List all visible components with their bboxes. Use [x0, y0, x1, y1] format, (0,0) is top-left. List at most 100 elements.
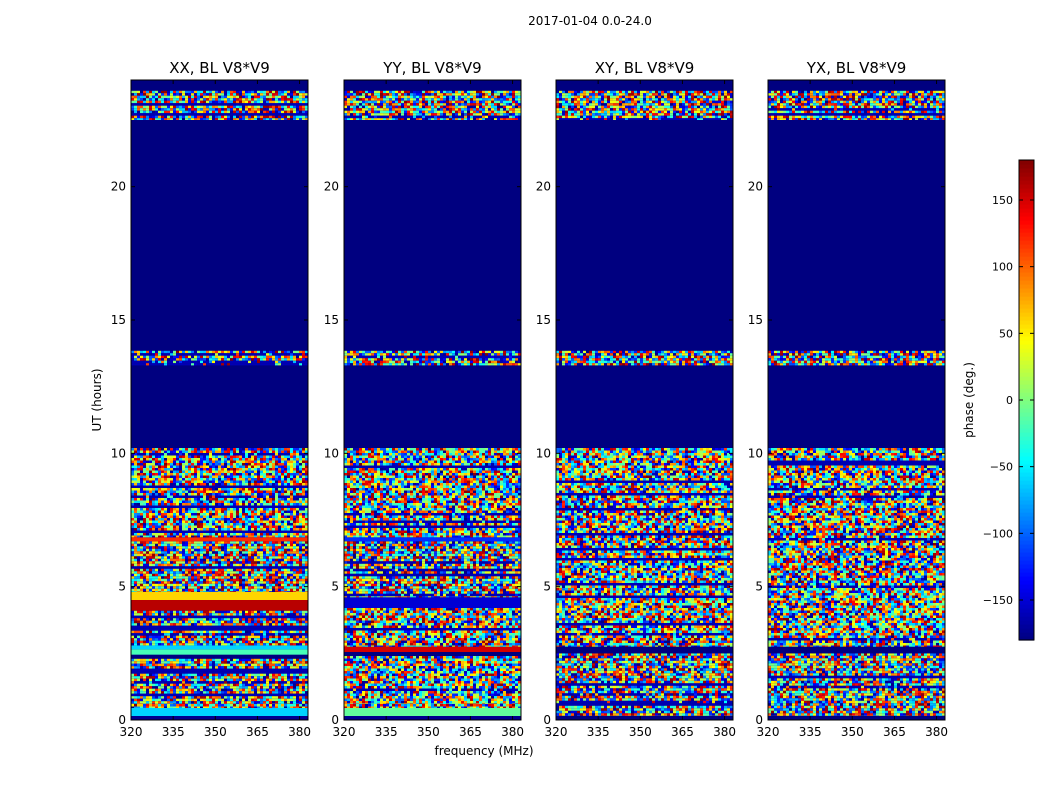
x-tick-label: 365	[459, 725, 482, 739]
x-tick-label: 350	[204, 725, 227, 739]
colorbar-segment	[1019, 600, 1034, 605]
heatmap-solid-band	[768, 80, 945, 91]
colorbar-segment	[1019, 376, 1034, 381]
colorbar-segment	[1019, 412, 1034, 417]
colorbar-segment	[1019, 272, 1034, 277]
panel-title: YX, BL V8*V9	[806, 59, 907, 77]
colorbar-segment	[1019, 184, 1034, 189]
heatmap-noise-band	[131, 659, 308, 704]
colorbar-segment	[1019, 328, 1034, 333]
y-tick-label: 20	[748, 180, 763, 194]
heatmap-solid-band	[344, 120, 521, 351]
colorbar-segment	[1019, 292, 1034, 297]
colorbar-segment	[1019, 508, 1034, 513]
x-tick-label: 380	[501, 725, 524, 739]
colorbar-segment	[1019, 512, 1034, 517]
heatmap-solid-band	[344, 365, 521, 448]
colorbar-segment	[1019, 628, 1034, 633]
heatmap-solid-band	[344, 80, 521, 91]
colorbar-segment	[1019, 432, 1034, 437]
colorbar-segment	[1019, 612, 1034, 617]
colorbar-segment	[1019, 344, 1034, 349]
colorbar-segment	[1019, 232, 1034, 237]
heatmap-solid-band	[344, 647, 521, 652]
x-tick-label: 380	[925, 725, 948, 739]
colorbar-segment	[1019, 216, 1034, 221]
y-tick-label: 0	[118, 713, 126, 727]
colorbar-segment	[1019, 608, 1034, 613]
colorbar-segment	[1019, 324, 1034, 329]
colorbar-segment	[1019, 348, 1034, 353]
y-tick-label: 0	[543, 713, 551, 727]
y-tick-label: 0	[331, 713, 339, 727]
x-tick-label: 365	[246, 725, 269, 739]
colorbar-segment	[1019, 388, 1034, 393]
panel-title: YY, BL V8*V9	[382, 59, 481, 77]
colorbar-segment	[1019, 252, 1034, 257]
heatmap-solid-band	[556, 716, 733, 720]
colorbar-segment	[1019, 572, 1034, 577]
colorbar-segment	[1019, 240, 1034, 245]
heatmap-solid-band	[131, 708, 308, 716]
y-tick-label: 15	[324, 313, 339, 327]
colorbar-segment	[1019, 632, 1034, 637]
heatmap-noise-band	[131, 611, 308, 646]
colorbar-segment	[1019, 468, 1034, 473]
colorbar-segment	[1019, 604, 1034, 609]
heatmap-solid-band	[131, 600, 308, 611]
colorbar-segment	[1019, 416, 1034, 421]
y-tick-label: 10	[324, 446, 339, 460]
colorbar-segment	[1019, 540, 1034, 545]
x-axis-label: frequency (MHz)	[434, 744, 533, 758]
colorbar-segment	[1019, 256, 1034, 261]
x-tick-label: 320	[120, 725, 143, 739]
colorbar-segment	[1019, 504, 1034, 509]
panel-title: XX, BL V8*V9	[169, 59, 270, 77]
y-tick-label: 15	[536, 313, 551, 327]
heatmap-noise-band	[556, 653, 733, 716]
colorbar-segment	[1019, 408, 1034, 413]
colorbar-segment	[1019, 476, 1034, 481]
x-tick-label: 335	[162, 725, 185, 739]
heatmap-solid-band	[768, 120, 945, 351]
x-tick-label: 380	[713, 725, 736, 739]
colorbar-segment	[1019, 164, 1034, 169]
colorbar-tick-label: −100	[983, 527, 1013, 540]
colorbar-segment	[1019, 172, 1034, 177]
x-tick-label: 350	[629, 725, 652, 739]
panel-title: XY, BL V8*V9	[595, 59, 695, 77]
heatmap-solid-band	[556, 365, 733, 448]
colorbar-segment	[1019, 420, 1034, 425]
y-tick-label: 5	[331, 580, 339, 594]
colorbar-segment	[1019, 496, 1034, 501]
colorbar-tick-label: 100	[992, 261, 1013, 274]
colorbar-segment	[1019, 288, 1034, 293]
colorbar-segment	[1019, 624, 1034, 629]
colorbar-segment	[1019, 260, 1034, 265]
x-tick-label: 335	[587, 725, 610, 739]
heatmap-solid-band	[131, 716, 308, 720]
heatmap-noise-band	[131, 541, 308, 592]
heatmap-solid-band	[131, 80, 308, 91]
colorbar-segment	[1019, 524, 1034, 529]
heatmap-noise-band	[131, 351, 308, 366]
y-tick-label: 20	[536, 180, 551, 194]
colorbar-segment	[1019, 224, 1034, 229]
heatmap-solid-band	[768, 647, 945, 654]
colorbar-segment	[1019, 424, 1034, 429]
x-tick-label: 365	[883, 725, 906, 739]
colorbar-segment	[1019, 280, 1034, 285]
heatmap-noise-band	[768, 448, 945, 647]
colorbar-segment	[1019, 456, 1034, 461]
heatmap-solid-band	[344, 652, 521, 656]
colorbar-segment	[1019, 200, 1034, 205]
colorbar-tick-label: 0	[1006, 394, 1013, 407]
colorbar-segment	[1019, 220, 1034, 225]
colorbar-segment	[1019, 488, 1034, 493]
colorbar-segment	[1019, 520, 1034, 525]
colorbar-tick-label: 50	[999, 327, 1013, 340]
